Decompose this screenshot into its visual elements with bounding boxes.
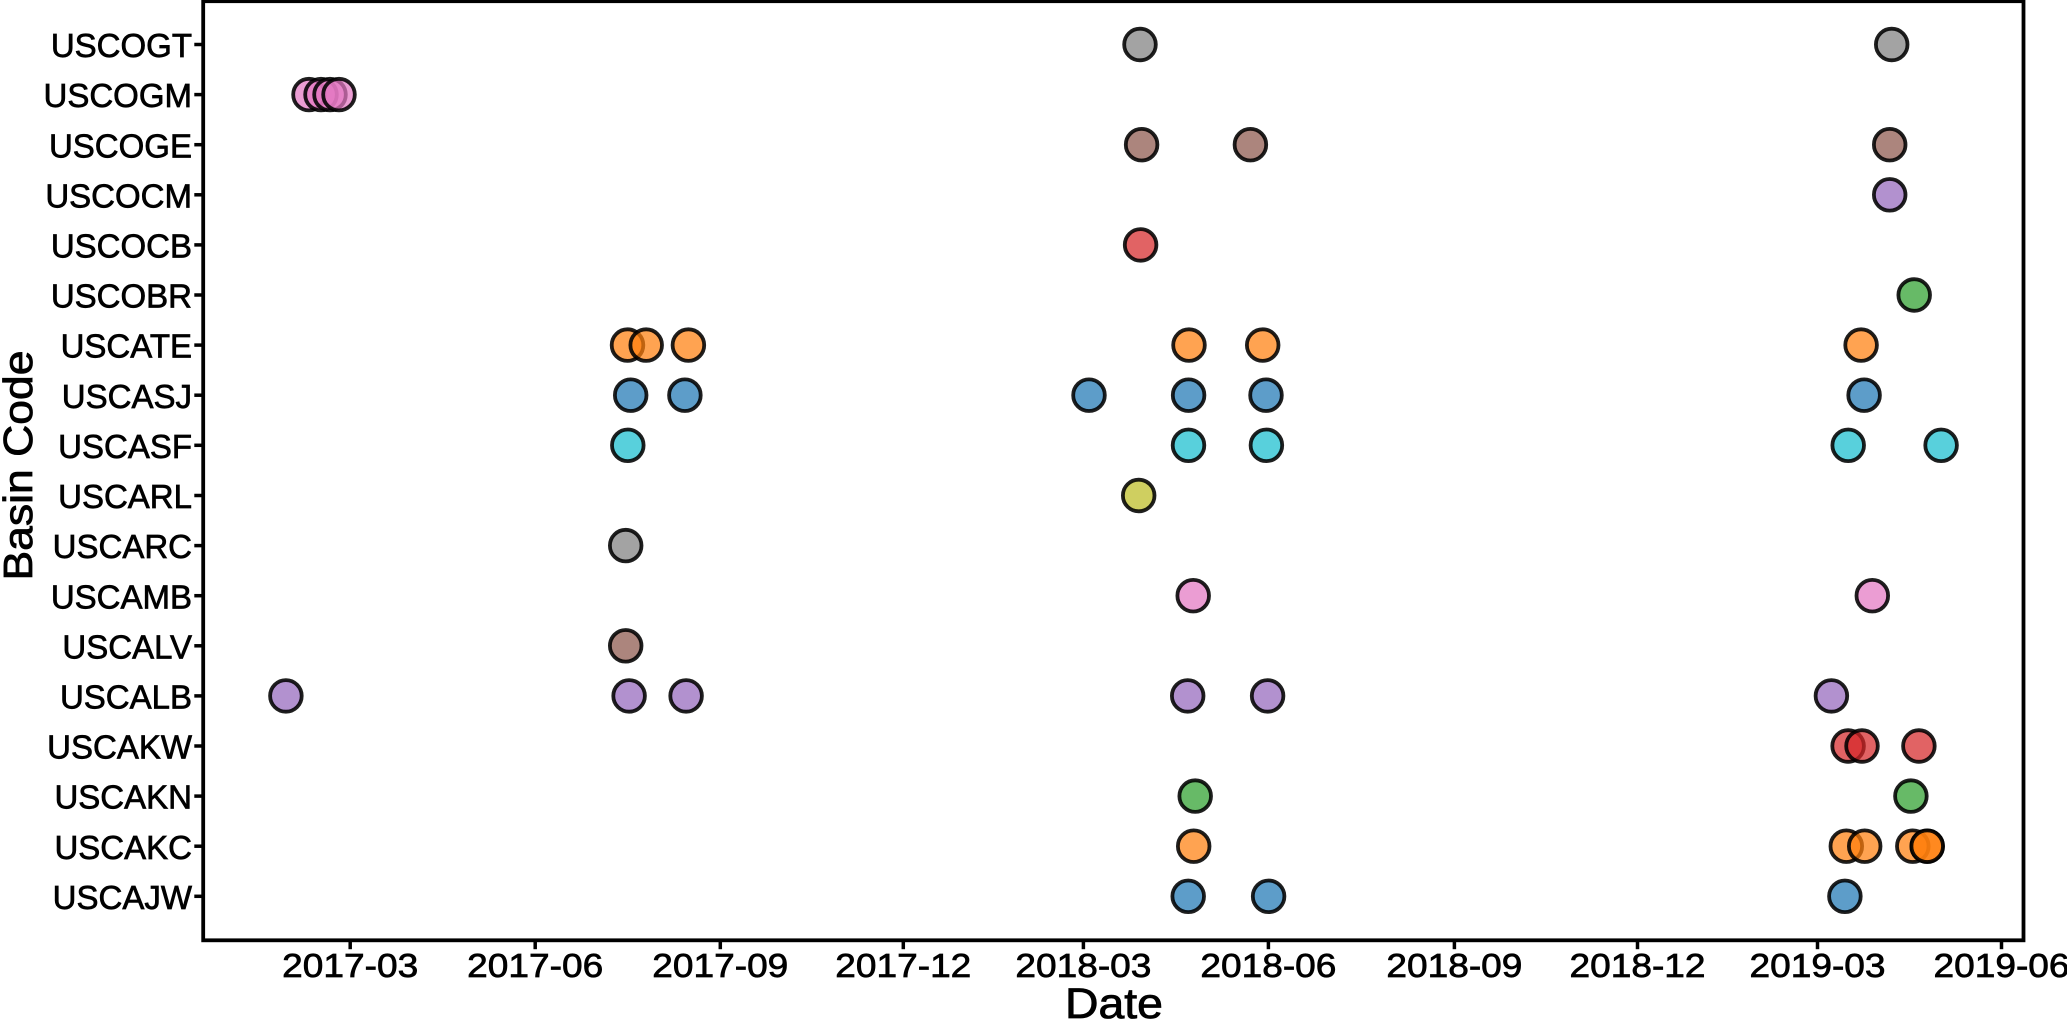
svg-text:USCAJW: USCAJW xyxy=(53,879,193,916)
svg-text:USCARL: USCARL xyxy=(58,478,192,515)
svg-text:USCASJ: USCASJ xyxy=(62,378,192,415)
svg-text:USCARC: USCARC xyxy=(53,528,192,565)
svg-text:2017-09: 2017-09 xyxy=(652,947,788,984)
svg-text:USCOGE: USCOGE xyxy=(49,127,192,164)
svg-text:USCAKC: USCAKC xyxy=(54,829,192,866)
svg-text:2017-12: 2017-12 xyxy=(835,947,971,984)
svg-text:2018-09: 2018-09 xyxy=(1386,947,1522,984)
svg-text:2019-06: 2019-06 xyxy=(1934,947,2067,984)
svg-text:USCASF: USCASF xyxy=(58,428,192,465)
svg-text:2018-03: 2018-03 xyxy=(1015,947,1151,984)
svg-text:USCOCB: USCOCB xyxy=(51,228,192,265)
svg-text:2018-12: 2018-12 xyxy=(1570,947,1706,984)
svg-text:2018-06: 2018-06 xyxy=(1200,947,1336,984)
svg-text:USCATE: USCATE xyxy=(61,328,192,365)
svg-text:Basin Code: Basin Code xyxy=(0,351,41,581)
svg-text:USCOGT: USCOGT xyxy=(51,27,192,64)
svg-text:2019-03: 2019-03 xyxy=(1750,947,1886,984)
svg-text:USCAKW: USCAKW xyxy=(47,729,193,766)
svg-text:USCAMB: USCAMB xyxy=(51,578,192,615)
svg-text:Date: Date xyxy=(1065,980,1163,1019)
svg-text:USCAKN: USCAKN xyxy=(54,779,192,816)
svg-text:2017-03: 2017-03 xyxy=(282,947,418,984)
svg-text:USCALB: USCALB xyxy=(60,679,192,716)
svg-text:2017-06: 2017-06 xyxy=(467,947,603,984)
svg-text:USCOCM: USCOCM xyxy=(45,177,192,214)
svg-text:USCALV: USCALV xyxy=(62,628,192,665)
svg-text:USCOBR: USCOBR xyxy=(51,278,192,315)
svg-text:USCOGM: USCOGM xyxy=(44,77,193,114)
